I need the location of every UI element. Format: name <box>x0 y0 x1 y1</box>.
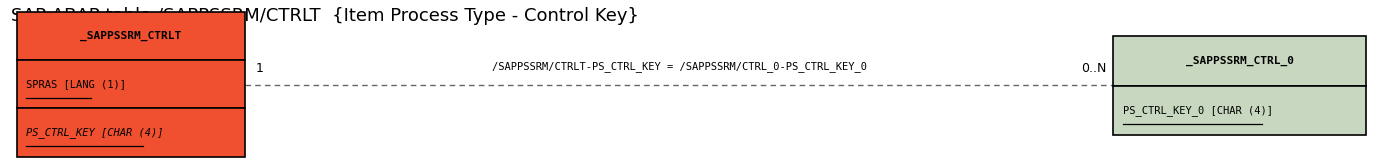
FancyBboxPatch shape <box>17 108 245 157</box>
Text: PS_CTRL_KEY [CHAR (4)]: PS_CTRL_KEY [CHAR (4)] <box>26 127 163 138</box>
FancyBboxPatch shape <box>1113 36 1366 86</box>
Text: /SAPPSSRM/CTRLT-PS_CTRL_KEY = /SAPPSSRM/CTRL_0-PS_CTRL_KEY_0: /SAPPSSRM/CTRLT-PS_CTRL_KEY = /SAPPSSRM/… <box>491 61 867 72</box>
Text: PS_CTRL_KEY_0 [CHAR (4)]: PS_CTRL_KEY_0 [CHAR (4)] <box>1123 105 1272 116</box>
Text: 0..N: 0..N <box>1082 62 1106 75</box>
FancyBboxPatch shape <box>17 12 245 60</box>
Text: _SAPPSSRM_CTRL_0: _SAPPSSRM_CTRL_0 <box>1185 56 1294 66</box>
Text: SAP ABAP table /SAPPSSRM/CTRLT  {Item Process Type - Control Key}: SAP ABAP table /SAPPSSRM/CTRLT {Item Pro… <box>11 7 639 25</box>
FancyBboxPatch shape <box>1113 86 1366 135</box>
Text: 1: 1 <box>256 62 264 75</box>
FancyBboxPatch shape <box>17 60 245 108</box>
Text: _SAPPSSRM_CTRLT: _SAPPSSRM_CTRLT <box>80 31 181 41</box>
Text: SPRAS [LANG (1)]: SPRAS [LANG (1)] <box>26 79 126 89</box>
